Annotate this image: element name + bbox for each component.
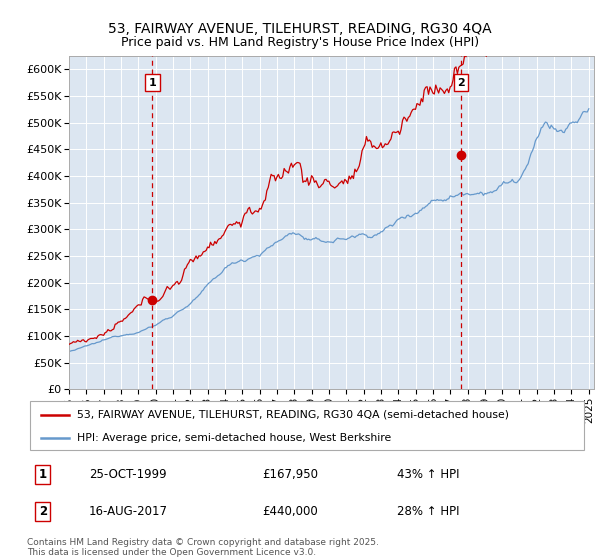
Text: Price paid vs. HM Land Registry's House Price Index (HPI): Price paid vs. HM Land Registry's House … xyxy=(121,36,479,49)
Text: £167,950: £167,950 xyxy=(263,468,319,481)
Text: 28% ↑ HPI: 28% ↑ HPI xyxy=(397,505,460,518)
Text: 16-AUG-2017: 16-AUG-2017 xyxy=(89,505,168,518)
Text: Contains HM Land Registry data © Crown copyright and database right 2025.
This d: Contains HM Land Registry data © Crown c… xyxy=(27,538,379,557)
FancyBboxPatch shape xyxy=(30,402,584,450)
Text: 2: 2 xyxy=(38,505,47,518)
Text: 2: 2 xyxy=(457,78,465,88)
Text: 1: 1 xyxy=(38,468,47,481)
Text: HPI: Average price, semi-detached house, West Berkshire: HPI: Average price, semi-detached house,… xyxy=(77,433,392,443)
Text: 53, FAIRWAY AVENUE, TILEHURST, READING, RG30 4QA (semi-detached house): 53, FAIRWAY AVENUE, TILEHURST, READING, … xyxy=(77,409,509,419)
Text: 53, FAIRWAY AVENUE, TILEHURST, READING, RG30 4QA: 53, FAIRWAY AVENUE, TILEHURST, READING, … xyxy=(108,22,492,36)
Text: £440,000: £440,000 xyxy=(263,505,319,518)
Text: 1: 1 xyxy=(148,78,156,88)
Text: 43% ↑ HPI: 43% ↑ HPI xyxy=(397,468,460,481)
Text: 25-OCT-1999: 25-OCT-1999 xyxy=(89,468,166,481)
